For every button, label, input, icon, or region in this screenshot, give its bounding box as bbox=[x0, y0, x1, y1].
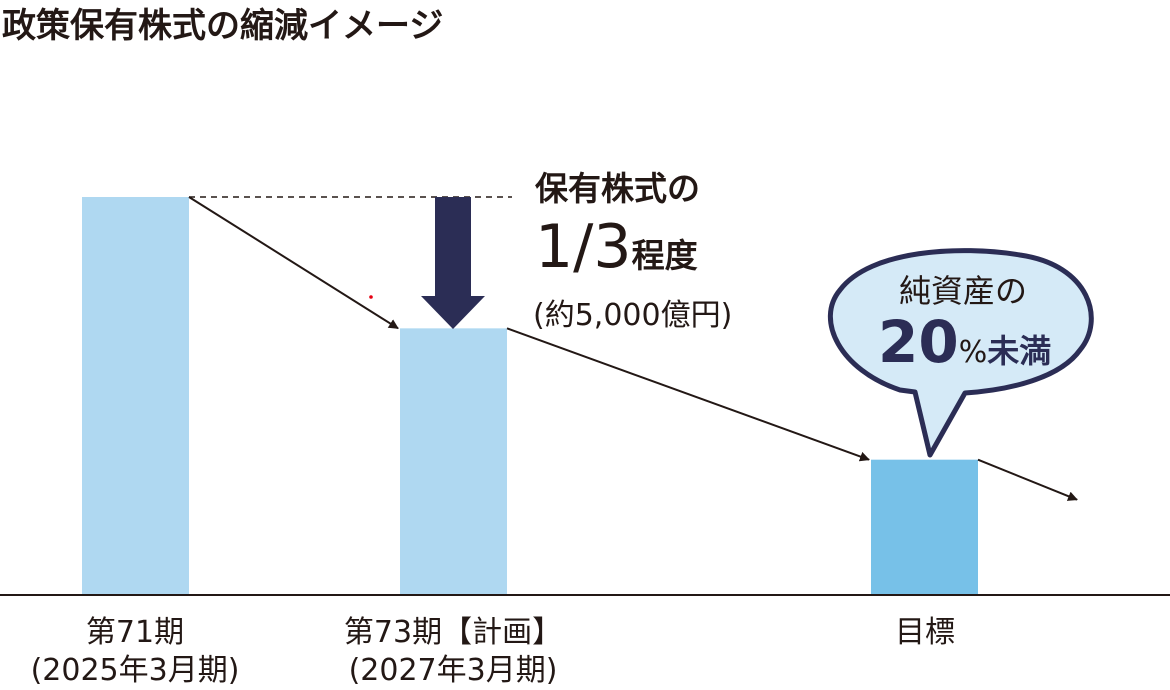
reduction-amount: 1/3程度 bbox=[535, 212, 698, 282]
category-label-target: 目標 bbox=[855, 614, 995, 652]
bubble-line1: 純資産の bbox=[898, 272, 1027, 310]
category-label-line: 目標 bbox=[895, 615, 955, 650]
bubble-suffix: 未満 bbox=[987, 332, 1052, 370]
bar-2 bbox=[871, 459, 978, 595]
reduction-fraction: 1/3 bbox=[535, 212, 632, 282]
chart-title: 政策保有株式の縮減イメージ bbox=[2, 6, 444, 46]
category-label-line: 第73期【計画】 bbox=[343, 615, 563, 650]
bar-0 bbox=[82, 197, 189, 595]
reduction-note: (約5,000億円) bbox=[533, 298, 733, 333]
category-label-71: 第71期 (2025年3月期) bbox=[15, 614, 255, 690]
down-arrow-icon bbox=[421, 197, 485, 329]
category-label-73: 第73期【計画】 (2027年3月期) bbox=[318, 614, 588, 690]
bubble-target: 20%未満 bbox=[878, 308, 1051, 376]
category-label-line: (2025年3月期) bbox=[30, 653, 240, 688]
bubble-percent: % bbox=[958, 335, 988, 370]
reduction-label: 保有株式の bbox=[535, 169, 700, 208]
category-label-line: (2027年3月期) bbox=[348, 653, 558, 688]
trend-arrow-2 bbox=[977, 458, 1078, 501]
speech-bubble bbox=[827, 248, 1094, 458]
trend-arrow-0 bbox=[188, 196, 399, 330]
red-dot bbox=[369, 295, 373, 299]
bar-1 bbox=[400, 328, 507, 595]
bubble-number: 20 bbox=[878, 308, 959, 376]
trend-arrow-1 bbox=[506, 327, 870, 462]
reduction-suffix: 程度 bbox=[631, 236, 698, 275]
category-label-line: 第71期 bbox=[85, 615, 185, 650]
